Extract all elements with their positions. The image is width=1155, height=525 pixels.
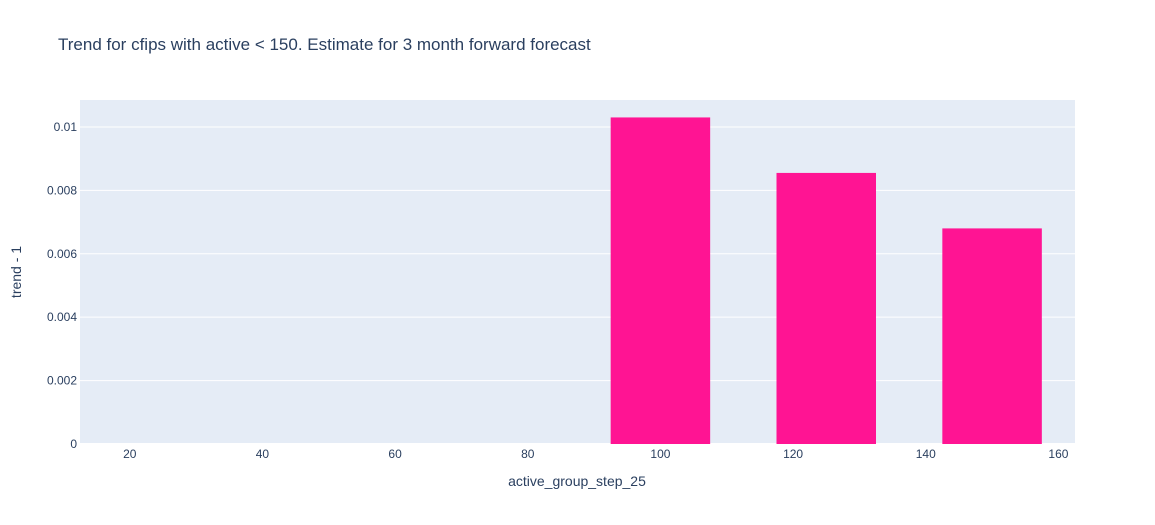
x-tick-label: 40 — [256, 447, 270, 461]
bar — [942, 228, 1042, 444]
x-axis-ticks: 20 40 60 80 100 120 140 160 — [123, 447, 1069, 461]
y-axis-title: trend - 1 — [8, 246, 24, 298]
x-tick-label: 100 — [650, 447, 670, 461]
chart-title: Trend for cfips with active < 150. Estim… — [58, 35, 591, 54]
bar — [610, 117, 711, 444]
y-tick-label: 0.002 — [47, 374, 77, 388]
y-tick-label: 0.01 — [54, 120, 78, 134]
bar — [776, 172, 876, 444]
plot-area — [80, 100, 1075, 444]
x-tick-label: 160 — [1048, 447, 1068, 461]
x-tick-label: 60 — [388, 447, 402, 461]
y-axis-ticks: 0 0.002 0.004 0.006 0.008 0.01 — [47, 120, 77, 451]
x-tick-label: 120 — [783, 447, 803, 461]
grid-lines — [80, 126, 1075, 445]
x-tick-label: 20 — [123, 447, 137, 461]
bars — [610, 117, 1042, 444]
y-tick-label: 0.004 — [47, 310, 77, 324]
x-tick-label: 80 — [521, 447, 535, 461]
x-axis-title: active_group_step_25 — [508, 473, 646, 489]
x-tick-label: 140 — [916, 447, 936, 461]
y-tick-label: 0 — [70, 437, 77, 451]
y-tick-label: 0.006 — [47, 247, 77, 261]
y-tick-label: 0.008 — [47, 183, 77, 197]
